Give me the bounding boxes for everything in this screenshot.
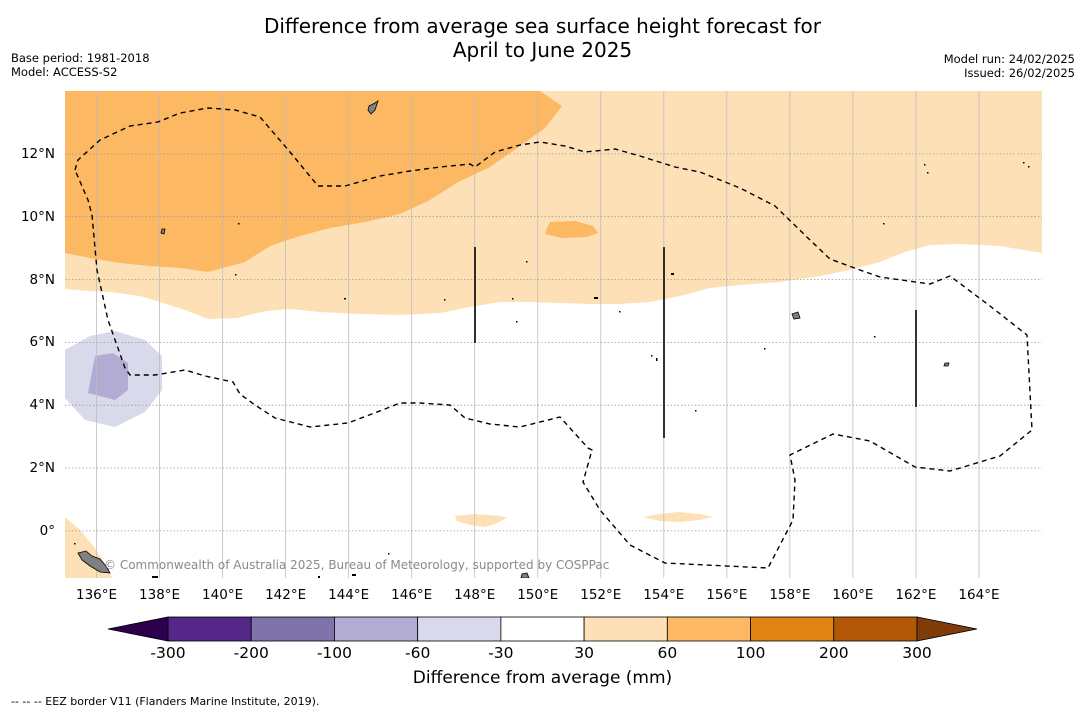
x-tick-label: 154°E (643, 587, 685, 603)
x-tick-label: 146°E (391, 587, 433, 603)
x-tick-label: 150°E (517, 587, 559, 603)
eez-border-north (74, 107, 1033, 569)
x-tick-label: 136°E (75, 587, 118, 603)
colorbar-bin (167, 616, 252, 642)
x-tick-label: 158°E (769, 587, 811, 603)
colorbar-title: Difference from average (mm) (412, 668, 673, 688)
meta-left: Base period: 1981-2018 Model: ACCESS-S2 (11, 51, 150, 79)
x-tick-label: 156°E (706, 587, 748, 603)
model-label: Model: ACCESS-S2 (11, 65, 118, 79)
y-tick-label: 0° (39, 522, 55, 539)
x-tick-label: 162°E (895, 587, 937, 603)
colorbar-bin (750, 616, 835, 642)
atolls (74, 162, 1030, 578)
y-tick-label: 6°N (29, 334, 55, 351)
x-tick-label: 138°E (139, 587, 181, 603)
y-tick-label: 2°N (29, 460, 55, 477)
y-tick-label: 8°N (29, 271, 55, 288)
colorbar-label: 100 (735, 644, 766, 662)
colorbar-label: -300 (150, 644, 186, 662)
colorbar-label: -60 (404, 644, 431, 662)
colorbar-label: 300 (902, 644, 932, 662)
copyright-notice: © Commonwealth of Australia 2025, Bureau… (104, 558, 610, 572)
colorbar-label: 60 (657, 644, 678, 662)
base-period-label: Base period: 1981-2018 (11, 51, 150, 65)
issued-label: Issued: 26/02/2025 (964, 66, 1075, 80)
colorbar-label: -100 (316, 644, 353, 662)
y-tick-label: 4°N (29, 397, 55, 414)
x-tick-label: 148°E (454, 587, 496, 603)
x-tick-label: 144°E (328, 587, 370, 603)
map-title: Difference from average sea surface heig… (0, 14, 1085, 62)
map-area (65, 91, 1042, 578)
colorbar-bin (833, 616, 918, 642)
sst-anomaly-patch-148 (455, 514, 507, 527)
colorbar-bin (417, 616, 502, 642)
colorbar-label: -30 (488, 644, 514, 662)
model-run-label: Model run: 24/02/2025 (943, 52, 1075, 66)
x-tick-label: 152°E (580, 587, 622, 603)
island-pohnpei (943, 362, 950, 367)
colorbar-bin (500, 616, 585, 642)
title-line-1: Difference from average sea surface heig… (263, 14, 822, 38)
colorbar-bin (583, 616, 668, 642)
title-line-2: April to June 2025 (452, 38, 633, 62)
y-tick-label: 12°N (20, 145, 55, 162)
island-manus (520, 572, 530, 578)
sst-anomaly-60-100-patch (545, 221, 598, 238)
island-chuuk (791, 311, 801, 320)
island-palau (160, 228, 166, 235)
eez-footnote: -- -- -- EEZ border V11 (Flanders Marine… (11, 695, 320, 708)
x-tick-label: 140°E (202, 587, 244, 603)
colorbar-under-arrow (107, 616, 169, 642)
colorbar-label: 200 (818, 644, 849, 662)
colorbar-bin (250, 616, 335, 642)
x-tick-label: 142°E (265, 587, 307, 603)
sst-anomaly-patch-154 (643, 512, 713, 522)
longitude-gridlines (96, 91, 980, 578)
y-tick-label: 10°N (20, 208, 55, 225)
meta-right: Model run: 24/02/2025 Issued: 26/02/2025 (944, 52, 1075, 80)
negative-anomaly-core (88, 353, 128, 400)
colorbar-label: -200 (233, 644, 269, 662)
colorbar (107, 616, 978, 642)
x-tick-label: 160°E (832, 587, 874, 603)
island-new-guinea-west (77, 550, 111, 574)
colorbar-label: 30 (574, 644, 594, 662)
island-guam (367, 100, 379, 115)
colorbar-bin (334, 616, 419, 642)
colorbar-over-arrow (916, 616, 978, 642)
colorbar-bin (666, 616, 751, 642)
x-tick-label: 164°E (958, 587, 1000, 603)
islands (77, 100, 950, 578)
